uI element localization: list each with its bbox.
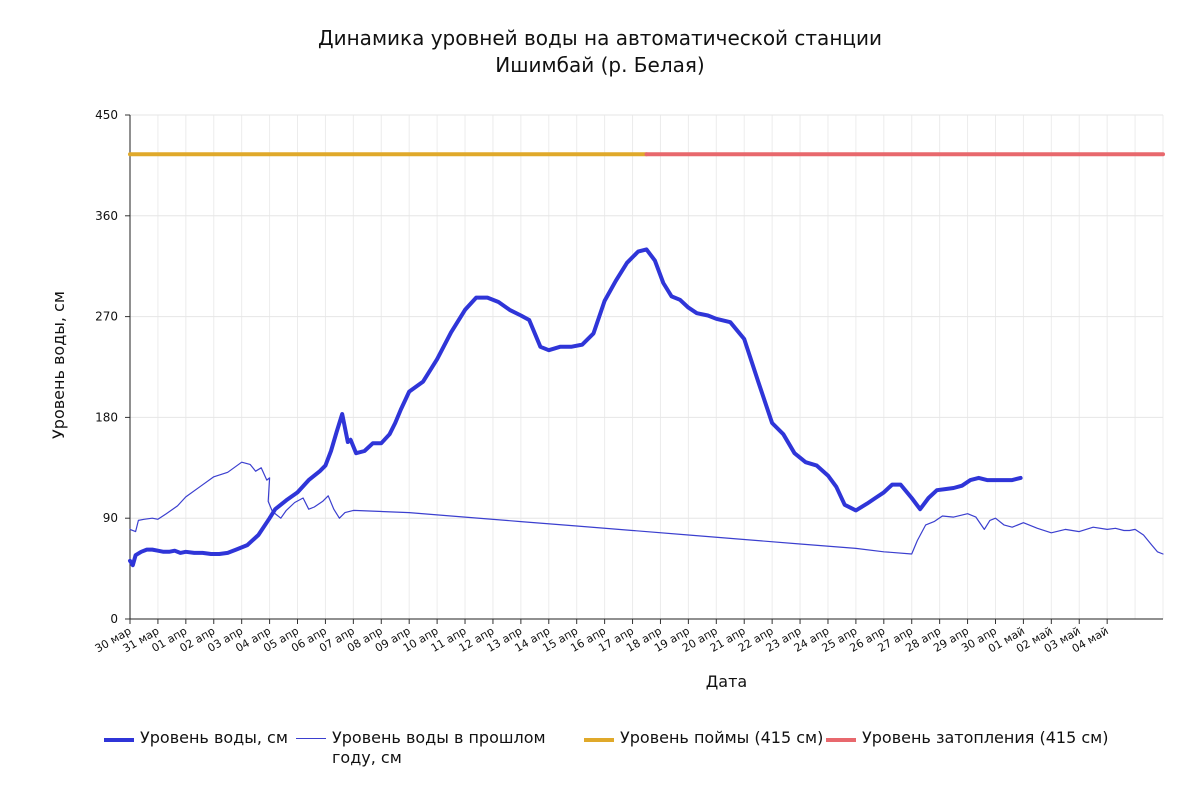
chart-title: Динамика уровней воды на автоматической … [317, 26, 882, 50]
legend-item-flooding[interactable]: Уровень затопления (415 см) [826, 728, 1108, 748]
y-tick-label: 0 [110, 612, 118, 626]
series-line-water-level [128, 247, 1023, 568]
legend-swatch-last-year [296, 738, 326, 739]
legend-label-water-level: Уровень воды, см [140, 728, 288, 747]
chart-subtitle: Ишимбай (р. Белая) [495, 53, 705, 77]
y-tick-label: 270 [95, 310, 118, 324]
legend-label-floodplain: Уровень поймы (415 см) [620, 728, 824, 747]
x-axis-title: Дата [706, 672, 747, 691]
y-tick-label: 90 [103, 511, 118, 525]
series-line-last-year [129, 461, 1164, 555]
legend-label-last-year: Уровень воды в прошлом году, см [332, 728, 546, 767]
y-tick-label: 450 [95, 108, 118, 122]
legend-label-flooding: Уровень затопления (415 см) [862, 728, 1109, 747]
legend-item-water-level[interactable]: Уровень воды, см [104, 728, 288, 748]
legend-swatch-floodplain [584, 738, 614, 742]
y-axis-title: Уровень воды, см [49, 291, 68, 439]
y-tick-label: 180 [95, 410, 118, 424]
legend-swatch-flooding [826, 738, 856, 742]
legend-swatch-water-level [104, 738, 134, 742]
chart-legend: Уровень воды, см Уровень воды в прошлом … [0, 728, 1200, 788]
legend-item-last-year[interactable]: Уровень воды в прошлом году, см [296, 728, 572, 768]
y-tick-label: 360 [95, 209, 118, 223]
legend-item-floodplain[interactable]: Уровень поймы (415 см) [584, 728, 823, 748]
